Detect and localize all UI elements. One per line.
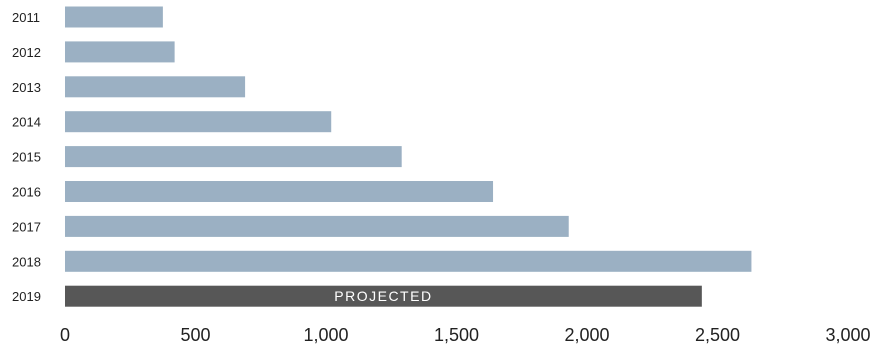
bar-2014: [65, 111, 332, 133]
x-tick-label: 1,500: [434, 325, 479, 345]
category-label-2019: 2019: [12, 289, 41, 304]
category-labels-group: 2011 2012 2013 2014 2015 2016 2017 2018 2019: [12, 10, 41, 304]
x-tick-label: 500: [180, 325, 210, 345]
bar-2011: [65, 6, 163, 28]
x-tick-label: 0: [60, 325, 70, 345]
x-tick-label: 3,000: [825, 325, 870, 345]
category-label-2011: 2011: [12, 10, 40, 25]
category-label-2014: 2014: [12, 115, 41, 130]
category-label-2018: 2018: [12, 254, 41, 269]
bar-2016: [65, 181, 494, 202]
x-tick-label: 2,000: [564, 325, 609, 345]
bar-2018: [65, 250, 752, 272]
category-label-2013: 2013: [12, 80, 41, 95]
bar-2015: [65, 146, 402, 168]
category-label-2017: 2017: [12, 219, 41, 234]
bar-2013: [65, 76, 246, 98]
bar-annotations-group: PROJECTED: [334, 288, 432, 304]
x-tick-label: 2,500: [695, 325, 740, 345]
bars-group: [65, 6, 752, 307]
bar-2012: [65, 41, 175, 63]
x-tick-label: 1,000: [303, 325, 348, 345]
bar-2017: [65, 215, 569, 237]
category-label-2015: 2015: [12, 150, 41, 165]
projected-annotation: PROJECTED: [334, 288, 432, 304]
x-axis-tick-labels-group: 0 500 1,000 1,500 2,000 2,500 3,000: [60, 325, 871, 345]
category-label-2016: 2016: [12, 185, 41, 200]
category-label-2012: 2012: [12, 45, 41, 60]
bar-2019: [65, 285, 702, 307]
